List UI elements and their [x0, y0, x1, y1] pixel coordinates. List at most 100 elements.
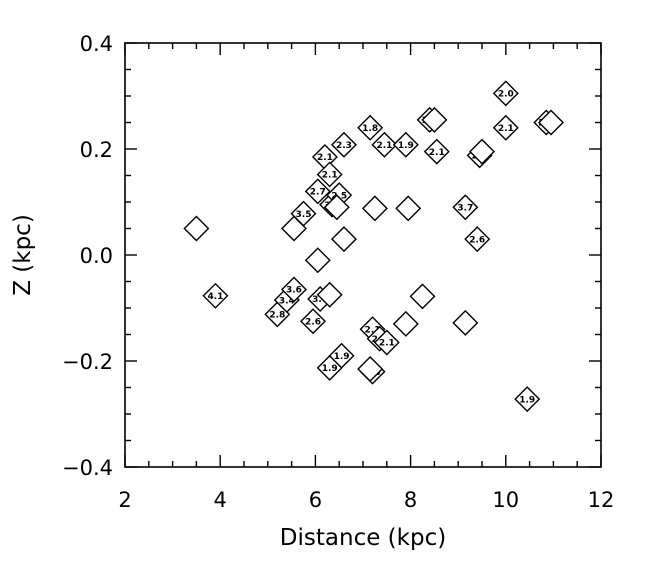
point-label: 2.1 [498, 124, 514, 134]
data-point [421, 106, 448, 133]
diamond-marker [421, 106, 448, 133]
point-label: 3.4 [279, 296, 295, 306]
diamond-marker [452, 309, 479, 336]
diamond-marker [202, 282, 229, 309]
point-label: 2.0 [498, 90, 514, 100]
point-label: 3.7 [457, 204, 473, 214]
point-label: 2.1 [365, 325, 381, 335]
diamond-marker [330, 131, 357, 158]
y-tick-label: 0.0 [80, 244, 113, 268]
data-point [452, 309, 479, 336]
diamond-marker [316, 281, 343, 308]
data-point: 2.7 [304, 178, 331, 205]
point-label: 1.9 [519, 395, 535, 405]
data-markers: 4.12.83.43.63.52.63.62.72.12.13.42.52.31… [183, 80, 565, 413]
diamond-marker [328, 342, 355, 369]
data-point: 1.9 [392, 131, 419, 158]
x-tick-label: 6 [309, 488, 322, 512]
x-tick-label: 2 [118, 488, 131, 512]
point-label: 2.5 [331, 191, 347, 201]
diamond-marker [373, 329, 400, 356]
data-point: 3.7 [452, 194, 479, 221]
data-point [330, 226, 357, 253]
diamond-marker [464, 226, 491, 253]
data-point: 2.3 [330, 131, 357, 158]
point-label: 2.1 [379, 339, 395, 349]
data-point [357, 355, 384, 382]
point-label: 1.8 [362, 124, 378, 134]
diamond-marker [357, 355, 384, 382]
diamond-marker [538, 109, 565, 136]
data-point: 3.6 [280, 276, 307, 303]
data-point: 2.1 [492, 114, 519, 141]
data-point: 2.1 [371, 131, 398, 158]
point-label: 3.6 [312, 295, 328, 305]
x-tick-label: 12 [588, 488, 615, 512]
diamond-marker [469, 138, 495, 165]
diamond-marker [514, 386, 541, 413]
data-point [323, 194, 350, 221]
diamond-marker [304, 247, 331, 274]
diamond-marker [290, 200, 317, 227]
y-tick-label: −0.2 [62, 350, 113, 374]
diamond-marker [423, 138, 450, 165]
y-tick-label: −0.4 [62, 456, 113, 480]
data-point: 2.1 [316, 161, 343, 188]
diamond-marker [409, 283, 436, 310]
point-label: 3.6 [286, 286, 302, 296]
data-point: 3.5 [290, 200, 317, 227]
point-label: 1.9 [398, 141, 414, 151]
y-tick-label: 0.2 [80, 138, 113, 162]
data-point: 1.9 [328, 342, 355, 369]
diamond-marker [330, 226, 357, 253]
diamond-marker [492, 80, 519, 107]
diamond-marker [316, 161, 343, 188]
point-label: 2.1 [376, 141, 392, 151]
data-point: 2.1 [423, 138, 450, 165]
diamond-marker [323, 194, 350, 221]
point-label: 1.9 [322, 364, 338, 374]
data-point [392, 310, 419, 337]
data-point [409, 283, 436, 310]
x-axis-label: Distance (kpc) [280, 525, 446, 551]
axis-ticks: 2 4 6 8 10 12 −0.4 −0.2 0.0 0.2 0.4 [62, 32, 614, 512]
diamond-marker [357, 114, 384, 141]
point-label: 2.3 [336, 141, 352, 151]
diamond-marker [492, 114, 519, 141]
point-label: 2.7 [310, 188, 326, 198]
x-tick-label: 8 [404, 488, 417, 512]
data-point: 1.9 [514, 386, 541, 413]
point-label: 2.1 [429, 148, 445, 158]
point-label: 2.1 [322, 171, 338, 181]
data-point [316, 281, 343, 308]
data-point: 2.0 [492, 80, 519, 107]
data-point: 2.1 [373, 329, 400, 356]
diamond-marker [183, 215, 210, 242]
diamond-marker [392, 131, 419, 158]
point-label: 2.8 [269, 311, 285, 321]
data-point [469, 138, 495, 165]
point-label: 4.1 [207, 292, 223, 302]
point-label: 1.9 [334, 352, 350, 362]
data-point: 1.8 [357, 114, 384, 141]
diamond-marker [452, 194, 479, 221]
data-point [304, 247, 331, 274]
data-point: 2.6 [300, 308, 327, 335]
diamond-marker [300, 308, 327, 335]
point-label: 2.6 [469, 235, 485, 245]
diamond-marker [371, 131, 398, 158]
data-point: 2.6 [464, 226, 491, 253]
diamond-marker [304, 178, 331, 205]
data-point: 4.1 [202, 282, 229, 309]
y-tick-label: 0.4 [80, 32, 113, 56]
data-point [395, 195, 422, 222]
diamond-marker [361, 195, 388, 222]
point-label: 2.6 [305, 317, 321, 327]
data-point [183, 215, 210, 242]
diamond-marker [392, 310, 419, 337]
x-tick-label: 10 [492, 488, 519, 512]
data-point [538, 109, 565, 136]
data-point [361, 195, 388, 222]
x-tick-label: 4 [214, 488, 227, 512]
